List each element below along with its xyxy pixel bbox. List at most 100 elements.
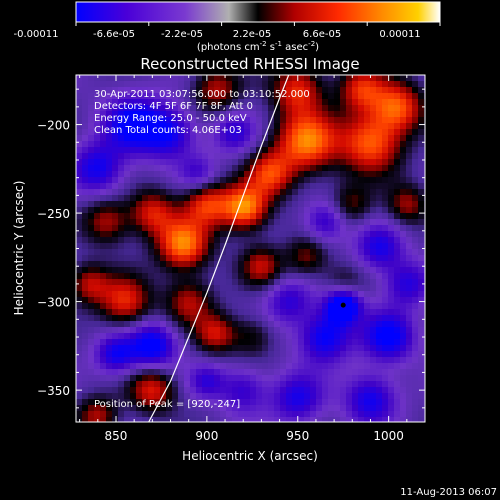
heatmap-cell — [244, 315, 251, 322]
heatmap-cell — [370, 339, 377, 346]
heatmap-cell — [310, 99, 317, 106]
heatmap-cell — [364, 399, 371, 406]
heatmap-cell — [334, 273, 341, 280]
heatmap-cell — [256, 393, 263, 400]
heatmap-cell — [118, 261, 125, 268]
heatmap-cell — [358, 405, 365, 412]
heatmap-cell — [328, 393, 335, 400]
heatmap-cell — [286, 93, 293, 100]
heatmap-cell — [250, 333, 257, 340]
heatmap-cell — [268, 285, 275, 292]
heatmap-cell — [406, 135, 413, 142]
heatmap-cell — [268, 99, 275, 106]
heatmap-cell — [106, 369, 113, 376]
heatmap-cell — [160, 123, 167, 130]
heatmap-cell — [286, 147, 293, 154]
heatmap-cell — [292, 249, 299, 256]
heatmap-cell — [232, 147, 239, 154]
heatmap-cell — [334, 279, 341, 286]
heatmap-cell — [172, 171, 179, 178]
heatmap-cell — [76, 207, 83, 214]
heatmap-cell — [232, 411, 239, 418]
heatmap-cell — [196, 285, 203, 292]
heatmap-cell — [310, 201, 317, 208]
heatmap-cell — [88, 147, 95, 154]
heatmap-cell — [256, 99, 263, 106]
heatmap-cell — [130, 351, 137, 358]
heatmap-cell — [358, 183, 365, 190]
heatmap-cell — [298, 315, 305, 322]
heatmap-cell — [118, 339, 125, 346]
heatmap-cell — [268, 177, 275, 184]
heatmap-cell — [196, 165, 203, 172]
heatmap-cell — [88, 207, 95, 214]
heatmap-cell — [322, 207, 329, 214]
heatmap-cell — [208, 207, 215, 214]
heatmap-cell — [184, 393, 191, 400]
heatmap-cell — [148, 159, 155, 166]
heatmap-cell — [352, 177, 359, 184]
heatmap-cell — [322, 141, 329, 148]
heatmap-cell — [154, 153, 161, 160]
heatmap-cell — [316, 333, 323, 340]
heatmap-cell — [310, 243, 317, 250]
heatmap-cell — [130, 291, 137, 298]
heatmap-cell — [280, 321, 287, 328]
heatmap-cell — [322, 189, 329, 196]
heatmap-cell — [286, 399, 293, 406]
heatmap-cell — [184, 291, 191, 298]
heatmap-cell — [388, 405, 395, 412]
heatmap-cell — [166, 99, 173, 106]
heatmap-cell — [244, 189, 251, 196]
heatmap-cell — [298, 87, 305, 94]
heatmap-cell — [262, 183, 269, 190]
heatmap-cell — [112, 357, 119, 364]
heatmap-cell — [316, 207, 323, 214]
heatmap-cell — [250, 195, 257, 202]
heatmap-cell — [82, 201, 89, 208]
heatmap-cell — [106, 201, 113, 208]
heatmap-cell — [298, 81, 305, 88]
heatmap-cell — [208, 321, 215, 328]
heatmap-cell — [262, 177, 269, 184]
heatmap-cell — [118, 129, 125, 136]
heatmap-cell — [148, 189, 155, 196]
heatmap-cell — [370, 195, 377, 202]
heatmap-cell — [388, 273, 395, 280]
heatmap-cell — [418, 153, 425, 160]
heatmap-cell — [142, 405, 149, 412]
heatmap-cell — [118, 399, 125, 406]
heatmap-cell — [322, 123, 329, 130]
heatmap-cell — [118, 333, 125, 340]
heatmap-cell — [256, 363, 263, 370]
heatmap-cell — [238, 165, 245, 172]
heatmap-cell — [400, 345, 407, 352]
heatmap-cell — [418, 129, 425, 136]
heatmap-cell — [220, 213, 227, 220]
heatmap-cell — [370, 111, 377, 118]
heatmap-cell — [334, 357, 341, 364]
heatmap-cell — [136, 327, 143, 334]
heatmap-cell — [304, 339, 311, 346]
heatmap-cell — [262, 201, 269, 208]
heatmap-cell — [286, 303, 293, 310]
heatmap-cell — [406, 117, 413, 124]
heatmap-cell — [166, 261, 173, 268]
heatmap-cell — [406, 381, 413, 388]
heatmap-cell — [238, 183, 245, 190]
heatmap-cell — [130, 87, 137, 94]
heatmap-cell — [310, 351, 317, 358]
heatmap-cell — [298, 171, 305, 178]
heatmap-cell — [136, 195, 143, 202]
heatmap-cell — [112, 297, 119, 304]
heatmap-cell — [94, 387, 101, 394]
heatmap-cell — [328, 315, 335, 322]
heatmap-cell — [178, 129, 185, 136]
heatmap-cell — [88, 99, 95, 106]
heatmap-cell — [280, 129, 287, 136]
heatmap-cell — [304, 165, 311, 172]
heatmap-cell — [262, 363, 269, 370]
heatmap-cell — [346, 189, 353, 196]
heatmap-cell — [100, 153, 107, 160]
heatmap-cell — [226, 399, 233, 406]
